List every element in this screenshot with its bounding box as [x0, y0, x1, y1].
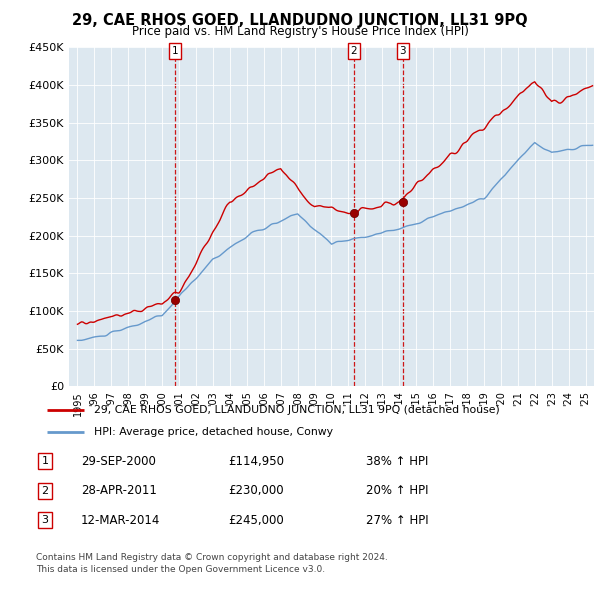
- Text: 28-APR-2011: 28-APR-2011: [81, 484, 157, 497]
- Text: 3: 3: [400, 46, 406, 56]
- Text: Contains HM Land Registry data © Crown copyright and database right 2024.: Contains HM Land Registry data © Crown c…: [36, 553, 388, 562]
- Text: 20% ↑ HPI: 20% ↑ HPI: [366, 484, 428, 497]
- Text: HPI: Average price, detached house, Conwy: HPI: Average price, detached house, Conw…: [94, 427, 333, 437]
- Text: 1: 1: [41, 457, 49, 466]
- Text: 1: 1: [172, 46, 178, 56]
- Text: £245,000: £245,000: [228, 514, 284, 527]
- Text: 27% ↑ HPI: 27% ↑ HPI: [366, 514, 428, 527]
- Text: 29, CAE RHOS GOED, LLANDUDNO JUNCTION, LL31 9PQ (detached house): 29, CAE RHOS GOED, LLANDUDNO JUNCTION, L…: [94, 405, 500, 415]
- Text: This data is licensed under the Open Government Licence v3.0.: This data is licensed under the Open Gov…: [36, 565, 325, 573]
- Text: 3: 3: [41, 516, 49, 525]
- Text: £114,950: £114,950: [228, 455, 284, 468]
- Text: 29-SEP-2000: 29-SEP-2000: [81, 455, 156, 468]
- Text: Price paid vs. HM Land Registry's House Price Index (HPI): Price paid vs. HM Land Registry's House …: [131, 25, 469, 38]
- Text: 2: 2: [351, 46, 358, 56]
- Text: 2: 2: [41, 486, 49, 496]
- Text: £230,000: £230,000: [228, 484, 284, 497]
- Text: 29, CAE RHOS GOED, LLANDUDNO JUNCTION, LL31 9PQ: 29, CAE RHOS GOED, LLANDUDNO JUNCTION, L…: [72, 13, 528, 28]
- Text: 38% ↑ HPI: 38% ↑ HPI: [366, 455, 428, 468]
- Text: 12-MAR-2014: 12-MAR-2014: [81, 514, 160, 527]
